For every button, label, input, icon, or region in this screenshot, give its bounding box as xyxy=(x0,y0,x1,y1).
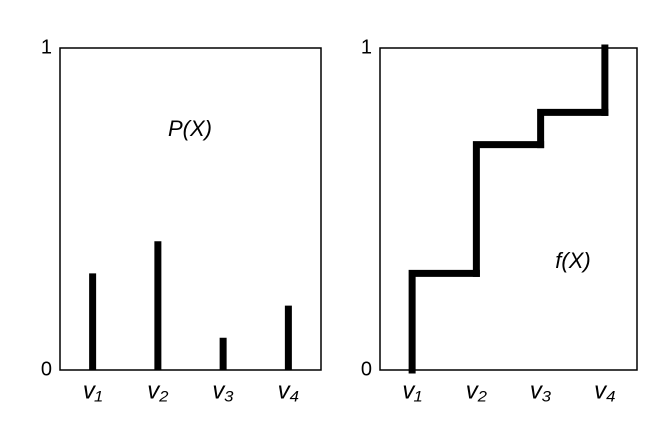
y-tick-label: 1 xyxy=(41,36,52,58)
step-line xyxy=(472,141,545,277)
x-tick-label: v₁ xyxy=(402,377,422,404)
step-line xyxy=(537,108,609,149)
annotation: P(X) xyxy=(168,116,212,141)
x-tick-label: v₃ xyxy=(212,377,234,404)
annotation: f(X) xyxy=(555,248,590,273)
x-tick-label: v₄ xyxy=(594,377,616,404)
x-tick-label: v₄ xyxy=(278,377,300,404)
x-tick-label: v₂ xyxy=(147,377,168,404)
y-tick-label: 0 xyxy=(361,358,372,380)
plot-frame xyxy=(379,47,638,371)
x-tick-label: v₃ xyxy=(530,377,552,404)
plot-frame xyxy=(59,47,322,371)
y-tick-label: 0 xyxy=(41,358,52,380)
x-tick-label: v₁ xyxy=(83,377,103,404)
step-line xyxy=(408,269,480,374)
y-tick-label: 1 xyxy=(361,36,372,58)
x-tick-label: v₂ xyxy=(466,377,487,404)
